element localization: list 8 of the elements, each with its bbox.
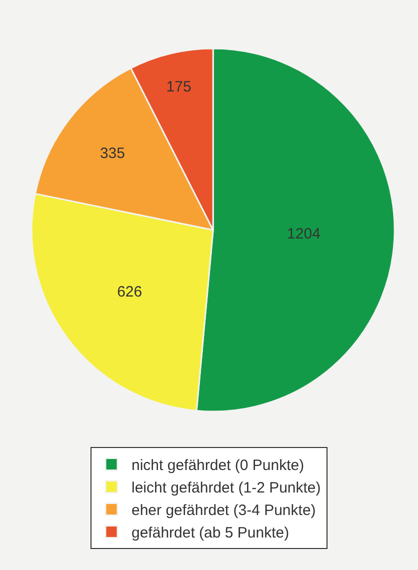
legend-label: nicht gefährdet (0 Punkte) (132, 457, 304, 474)
data-label: 175 (166, 78, 192, 96)
legend-label: leicht gefährdet (1-2 Punkte) (132, 480, 321, 497)
data-label: 1204 (287, 226, 320, 243)
legend-label: gefährdet (ab 5 Punkte) (132, 524, 290, 542)
data-label: 335 (100, 144, 125, 162)
legend-label: eher gefährdet (3-4 Punkte) (132, 502, 316, 520)
data-label: 626 (117, 284, 142, 301)
